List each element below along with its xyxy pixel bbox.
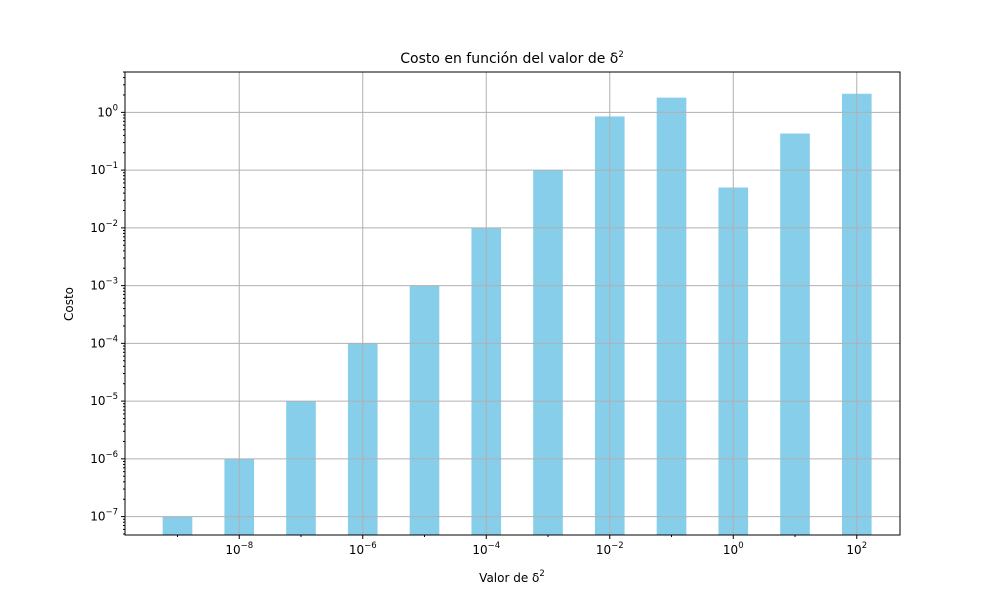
y-tick-label: 10−1 [90, 161, 118, 177]
plot-frame [124, 71, 901, 536]
grid-overlay [125, 72, 900, 535]
x-axis-ticks: 10−8 10−6 10−4 10−2 100 102 [176, 535, 867, 557]
x-tick-label: 100 [723, 541, 744, 557]
y-tick-label: 10−2 [90, 219, 118, 235]
x-tick-label: 10−4 [472, 541, 500, 557]
bar [286, 401, 316, 535]
x-axis-label: Valor de δ2 [479, 569, 545, 585]
y-axis-label: Costo [62, 287, 76, 321]
bar [780, 133, 810, 535]
y-tick-label: 10−6 [90, 450, 118, 466]
bar [162, 516, 193, 535]
bar [409, 285, 440, 535]
x-tick-label: 10−6 [349, 541, 377, 557]
x-tick-label: 10−2 [596, 541, 624, 557]
y-tick-label: 10−5 [90, 392, 118, 408]
y-axis-ticks: 10−7 10−6 10−5 10−4 10−3 10−2 10−1 100 [90, 71, 125, 535]
bar [533, 170, 563, 535]
y-tick-label: 10−4 [90, 334, 118, 350]
chart-title: Costo en función del valor de δ2 [400, 50, 624, 67]
y-tick-label: 10−3 [90, 277, 118, 293]
bar [656, 97, 687, 536]
bars [162, 93, 872, 536]
x-tick-label: 102 [846, 541, 867, 557]
y-tick-label: 10−7 [90, 508, 118, 524]
x-tick-label: 10−8 [225, 541, 253, 557]
y-tick-label: 100 [97, 103, 118, 119]
